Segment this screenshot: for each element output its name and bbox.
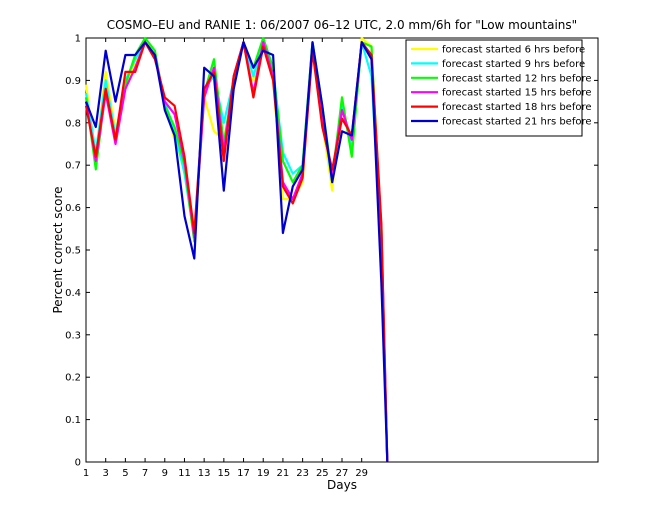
x-tick-label: 9 bbox=[162, 468, 168, 479]
x-tick-label: 3 bbox=[103, 468, 109, 479]
series-line-5 bbox=[84, 41, 389, 463]
x-tick-label: 13 bbox=[198, 468, 211, 479]
series-line-6 bbox=[84, 41, 389, 463]
x-tick-label: 19 bbox=[257, 468, 270, 479]
series-lines bbox=[84, 36, 389, 463]
legend-entry: forecast started 9 hrs before bbox=[442, 59, 585, 70]
chart-title: COSMO–EU and RANIE 1: 06/2007 06–12 UTC,… bbox=[107, 18, 577, 32]
y-axis: 0 0.1 0.2 0.3 0.4 0.5 0.6 0.7 0.8 0.9 1 bbox=[65, 34, 598, 469]
y-axis-title: Percent correct score bbox=[51, 186, 65, 313]
y-tick-label: 0.2 bbox=[65, 373, 81, 384]
y-tick-label: 0.7 bbox=[65, 161, 81, 172]
x-tick-label: 11 bbox=[178, 468, 191, 479]
x-tick-label: 7 bbox=[142, 468, 148, 479]
legend-entry: forecast started 18 hrs before bbox=[442, 102, 592, 113]
x-tick-label: 15 bbox=[217, 468, 230, 479]
y-tick-label: 1 bbox=[75, 34, 81, 45]
legend-entry: forecast started 15 hrs before bbox=[442, 88, 592, 99]
y-tick-label: 0.6 bbox=[65, 203, 81, 214]
x-tick-label: 25 bbox=[316, 468, 329, 479]
y-tick-label: 0 bbox=[75, 458, 81, 469]
x-tick-label: 5 bbox=[122, 468, 128, 479]
x-tick-label: 23 bbox=[296, 468, 309, 479]
legend: forecast started 6 hrs before forecast st… bbox=[405, 39, 592, 137]
x-axis-title: Days bbox=[327, 478, 357, 492]
y-tick-label: 0.1 bbox=[65, 415, 81, 426]
y-tick-label: 0.3 bbox=[65, 330, 81, 341]
x-tick-label: 27 bbox=[336, 468, 349, 479]
x-tick-label: 1 bbox=[83, 468, 89, 479]
x-tick-label: 29 bbox=[355, 468, 368, 479]
y-tick-label: 0.8 bbox=[65, 118, 81, 129]
legend-entry: forecast started 12 hrs before bbox=[442, 73, 592, 84]
y-tick-label: 0.9 bbox=[65, 76, 81, 87]
legend-entry: forecast started 21 hrs before bbox=[442, 117, 592, 128]
x-tick-label: 17 bbox=[237, 468, 250, 479]
x-tick-label: 21 bbox=[277, 468, 290, 479]
y-tick-label: 0.4 bbox=[65, 288, 81, 299]
y-tick-label: 0.5 bbox=[65, 246, 81, 257]
legend-entry: forecast started 6 hrs before bbox=[442, 45, 585, 56]
